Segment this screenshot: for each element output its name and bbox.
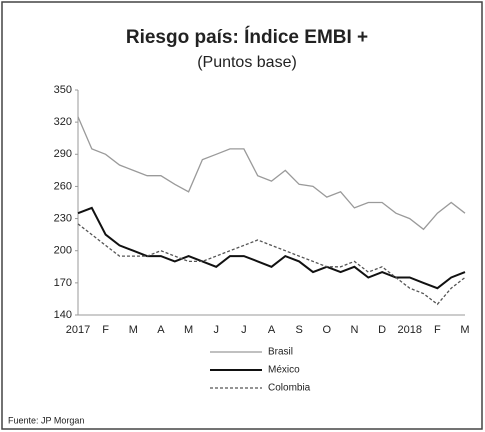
legend-label: Colombia [268, 383, 311, 394]
x-tick-label: N [350, 324, 358, 336]
x-tick-label: A [157, 324, 165, 336]
y-tick-label: 200 [54, 245, 72, 257]
series-line [77, 223, 466, 306]
y-tick-label: 170 [54, 277, 72, 289]
series-line [77, 116, 466, 231]
y-tick-label: 350 [54, 84, 72, 96]
chart-subtitle: (Puntos base) [197, 54, 297, 71]
x-tick-label: D [378, 324, 386, 336]
y-tick-label: 230 [54, 212, 72, 224]
source: Fuente: JP Morgan [8, 415, 84, 425]
y-tick-label: 290 [54, 148, 72, 160]
chart-title: Riesgo país: Índice EMBI + [126, 26, 368, 48]
x-tick-label: 2018 [397, 324, 421, 336]
x-tick-label: F [102, 324, 109, 336]
x-tick-label: J [213, 324, 219, 336]
x-tick-label: A [268, 324, 276, 336]
x-tick-label: M [129, 324, 138, 336]
x-tick-label: O [323, 324, 332, 336]
x-tick-label: S [295, 324, 302, 336]
x-tick-label: F [434, 324, 441, 336]
x-tick-label: M [184, 324, 193, 336]
x-tick-label: 2017 [66, 324, 90, 336]
x-tick-label: J [241, 324, 247, 336]
y-tick-label: 260 [54, 180, 72, 192]
legend-label: Brasil [268, 347, 293, 358]
y-tick-label: 320 [54, 116, 72, 128]
x-tick-label: M [460, 324, 469, 336]
y-tick-label: 140 [54, 309, 72, 321]
legend-label: México [268, 365, 300, 376]
series-line [77, 206, 466, 290]
